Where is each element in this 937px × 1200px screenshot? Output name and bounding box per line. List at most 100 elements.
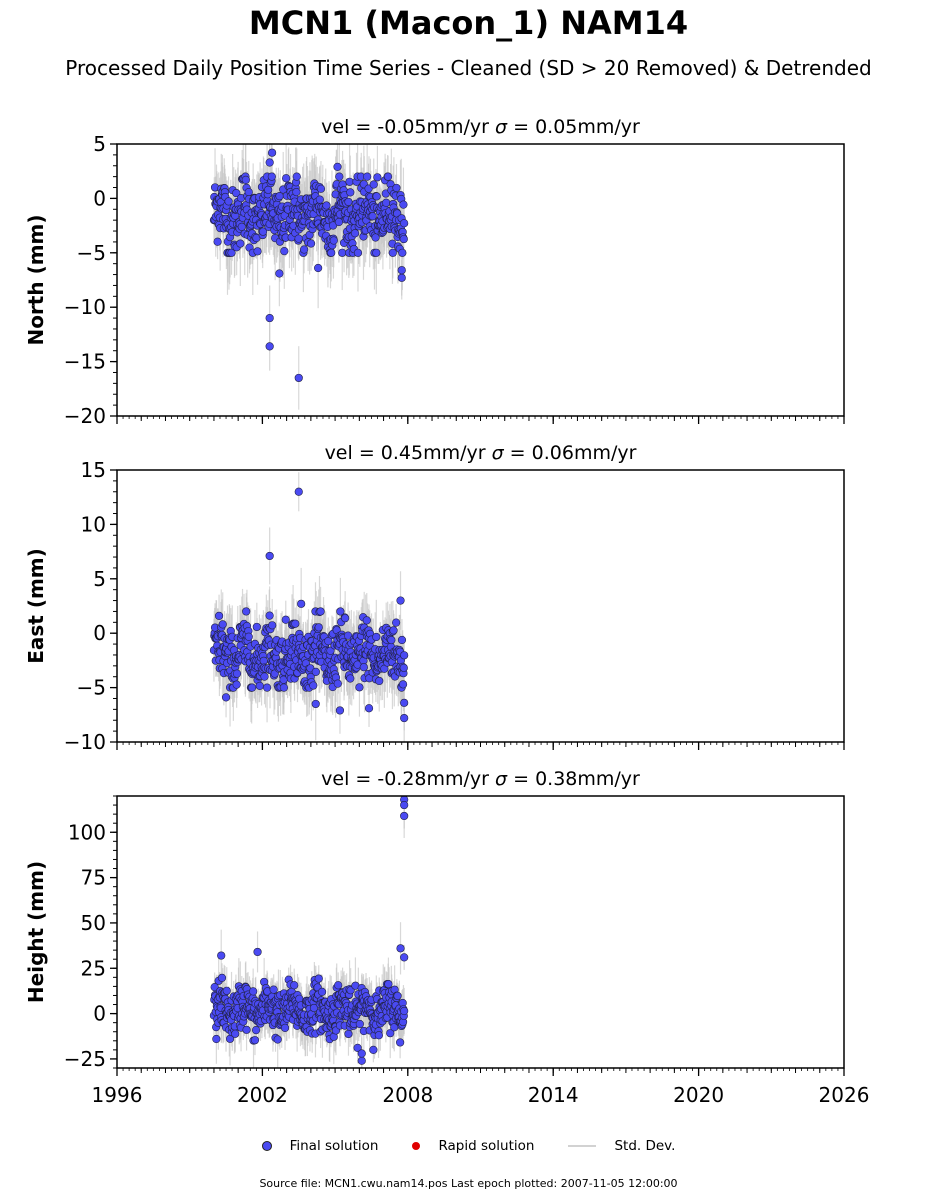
x-tick-label: 2008 xyxy=(382,1083,433,1107)
final-solution-point xyxy=(393,991,402,1001)
final-solution-point xyxy=(344,1029,353,1039)
final-solution-point xyxy=(398,248,407,257)
x-tick-label: 2002 xyxy=(237,1083,288,1107)
final-solution-point xyxy=(344,197,353,207)
final-solution-point xyxy=(317,987,327,996)
final-solution-point xyxy=(400,953,409,962)
final-solution-point xyxy=(306,239,316,248)
final-solution-point xyxy=(316,184,326,193)
final-solution-point xyxy=(280,1023,290,1033)
final-solution-point xyxy=(232,680,241,689)
final-solution-point xyxy=(213,237,222,246)
final-solution-point xyxy=(244,188,253,197)
final-solution-point xyxy=(397,273,406,282)
final-solution-point xyxy=(382,198,391,207)
final-solution-point xyxy=(326,646,335,655)
final-solution-point xyxy=(399,234,408,244)
final-solution-point xyxy=(368,212,377,221)
final-solution-point xyxy=(265,158,274,167)
final-solution-point xyxy=(212,1034,221,1044)
x-tick-label: 2026 xyxy=(819,1083,870,1107)
source-footer: Source file: MCN1.cwu.nam14.pos Last epo… xyxy=(259,1177,678,1190)
y-tick-label: 100 xyxy=(68,820,106,844)
x-tick-label: 2014 xyxy=(528,1083,579,1107)
final-solution-point xyxy=(392,183,401,193)
final-solution-point xyxy=(392,618,401,627)
data-series-1 xyxy=(209,472,409,742)
y-tick-label: 25 xyxy=(81,956,106,980)
final-solution-point xyxy=(400,800,409,810)
final-solution-point xyxy=(292,187,301,197)
final-solution-point xyxy=(311,667,320,676)
final-solution-point xyxy=(311,699,320,709)
final-solution-point xyxy=(290,981,299,990)
final-solution-point xyxy=(333,162,342,171)
final-solution-point xyxy=(268,621,277,630)
y-tick-label: −10 xyxy=(64,730,106,754)
legend: Final solution Rapid solution Std. Dev. xyxy=(0,1138,937,1154)
final-solution-point xyxy=(322,201,331,210)
legend-final-label: Final solution xyxy=(289,1138,379,1154)
final-solution-point xyxy=(244,632,253,641)
legend-rapid: Rapid solution xyxy=(412,1138,534,1154)
final-solution-point xyxy=(291,619,300,628)
final-solution-point xyxy=(279,683,289,692)
final-solution-point xyxy=(237,222,246,232)
final-solution-point xyxy=(265,611,274,620)
final-solution-point xyxy=(336,607,345,616)
final-solution-point xyxy=(357,1056,366,1065)
y-tick-label: 15 xyxy=(81,458,106,482)
final-solution-point xyxy=(227,248,236,257)
final-solution-point xyxy=(214,611,224,620)
rapid-solution-marker xyxy=(412,1142,421,1150)
final-solution-point xyxy=(314,974,323,983)
final-solution-point xyxy=(353,248,363,257)
legend-final: Final solution xyxy=(261,1138,379,1154)
final-solution-point xyxy=(221,693,231,702)
final-solution-point xyxy=(384,979,393,989)
final-solution-point xyxy=(334,981,343,990)
final-solution-point xyxy=(253,947,262,957)
final-solution-point xyxy=(335,706,345,715)
final-solution-point xyxy=(364,704,374,713)
final-solution-point xyxy=(292,172,301,181)
std-dev-line xyxy=(568,1145,597,1147)
final-solution-point xyxy=(388,248,397,257)
final-solution-point xyxy=(383,172,393,181)
final-solution-point xyxy=(282,174,291,183)
final-solution-point xyxy=(231,1029,240,1038)
final-solution-point xyxy=(297,599,306,608)
final-solution-point xyxy=(324,637,333,646)
legend-rapid-label: Rapid solution xyxy=(438,1138,535,1154)
final-solution-point xyxy=(315,195,324,204)
final-solution-point xyxy=(295,994,304,1003)
final-solution-point xyxy=(252,622,261,632)
final-solution-point xyxy=(250,1036,260,1045)
final-solution-point xyxy=(232,669,242,678)
final-solution-point xyxy=(269,985,278,994)
final-solution-point xyxy=(309,1003,319,1013)
final-solution-point xyxy=(273,1035,282,1044)
final-solution-point xyxy=(400,219,409,228)
final-solution-point xyxy=(355,683,364,692)
final-solution-point xyxy=(346,674,355,683)
final-solution-point xyxy=(236,239,245,248)
final-solution-point xyxy=(309,681,318,690)
final-solution-point xyxy=(372,632,381,642)
chart-title: MCN1 (Macon_1) NAM14 xyxy=(248,4,689,42)
final-solution-point xyxy=(400,1006,409,1016)
y-tick-label: −10 xyxy=(64,295,106,319)
final-solution-point xyxy=(260,672,269,681)
final-solution-marker xyxy=(261,1141,272,1151)
final-solution-point xyxy=(396,1038,405,1047)
final-solution-point xyxy=(217,951,226,960)
final-solution-point xyxy=(334,217,344,227)
y-tick-label: 0 xyxy=(93,186,106,210)
y-tick-label: 5 xyxy=(93,567,106,591)
final-solution-point xyxy=(357,1049,366,1058)
legend-std: Std. Dev. xyxy=(568,1138,675,1154)
final-solution-point xyxy=(241,175,250,184)
final-solution-point xyxy=(362,616,371,625)
final-solution-point xyxy=(265,313,274,323)
